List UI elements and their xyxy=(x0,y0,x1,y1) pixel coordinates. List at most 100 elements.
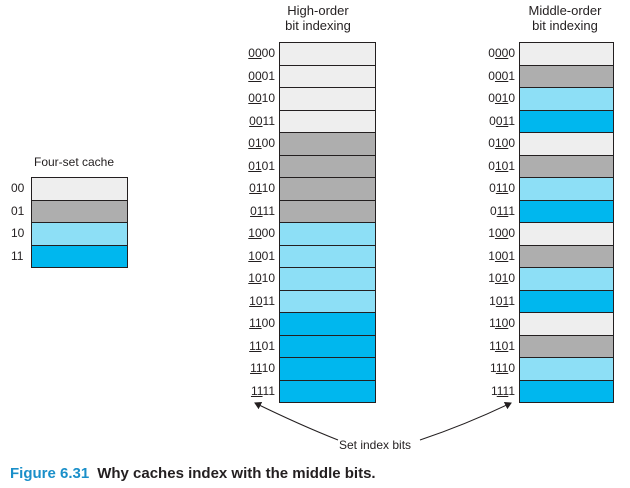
address-bits: 0 xyxy=(488,68,495,83)
cache-set-label: 01 xyxy=(11,203,25,218)
address-bits: 0 xyxy=(490,203,497,218)
high-order-address-label: 1000 xyxy=(248,226,275,240)
high-order-address-label: 0001 xyxy=(248,69,275,83)
address-bits: 0 xyxy=(488,158,495,173)
set-index-bits: 11 xyxy=(496,383,509,398)
set-index-bits: 10 xyxy=(494,136,509,150)
set-index-bits: 00 xyxy=(248,68,262,83)
address-bits: 00 xyxy=(261,136,275,150)
address-bits: 1 xyxy=(508,383,515,398)
set-index-bits: 00 xyxy=(249,113,263,128)
cache-set-label: 00 xyxy=(11,181,25,195)
middle-order-address-label: 0101 xyxy=(488,159,515,173)
address-bits: 0 xyxy=(508,181,515,195)
set-index-bits: 01 xyxy=(495,113,509,128)
high-order-address-label: 0100 xyxy=(248,136,275,150)
high-order-address-label: 0010 xyxy=(248,91,275,105)
set-index-bits: 01 xyxy=(248,136,262,150)
address-bits: 1 xyxy=(490,383,497,398)
address-bits: 1 xyxy=(508,248,515,263)
cache-set-label: 11 xyxy=(11,248,24,263)
set-index-bits: 11 xyxy=(249,338,262,353)
set-index-bits: 01 xyxy=(249,181,262,195)
address-bits: 0 xyxy=(488,46,495,60)
address-bits: 0 xyxy=(508,316,515,330)
address-bits: 0 xyxy=(508,226,515,240)
address-bits: 01 xyxy=(261,158,275,173)
set-index-bits: 01 xyxy=(495,293,509,308)
address-bits: 1 xyxy=(508,293,515,308)
address-bits: 1 xyxy=(508,113,515,128)
middle-order-title-line2: bit indexing xyxy=(532,18,598,33)
address-bits: 00 xyxy=(261,226,275,240)
address-bits: 1 xyxy=(508,203,515,218)
address-bits: 01 xyxy=(261,68,275,83)
high-order-address-label: 1011 xyxy=(249,294,275,308)
address-bits: 1 xyxy=(508,68,515,83)
set-index-bits: 10 xyxy=(494,316,509,330)
middle-order-address-label: 0001 xyxy=(488,69,515,83)
address-bits: 0 xyxy=(488,136,495,150)
figure-number: Figure 6.31 xyxy=(10,465,90,482)
middle-order-address-label: 1100 xyxy=(489,316,515,330)
middle-order-address-label: 0000 xyxy=(488,46,515,60)
address-bits: 11 xyxy=(262,113,275,128)
middle-order-address-label: 0011 xyxy=(489,114,515,128)
middle-order-block xyxy=(519,379,614,403)
set-index-bits: 01 xyxy=(250,203,263,218)
middle-order-address-label: 1000 xyxy=(488,226,515,240)
set-index-bits: 10 xyxy=(494,338,509,353)
middle-order-title-line1: Middle-order xyxy=(528,3,602,18)
address-bits: 1 xyxy=(489,293,496,308)
set-index-bits: 01 xyxy=(494,91,509,105)
address-bits: 1 xyxy=(488,271,495,285)
set-index-bits: 10 xyxy=(494,158,509,173)
figure-caption-text: Why caches index with the middle bits. xyxy=(97,465,376,482)
high-order-address-label: 0011 xyxy=(249,114,275,128)
set-index-bits: 10 xyxy=(248,248,262,263)
four-set-cache-title: Four-set cache xyxy=(34,155,115,169)
address-bits: 0 xyxy=(508,91,515,105)
address-bits: 01 xyxy=(261,248,275,263)
set-index-bits: 00 xyxy=(248,46,262,60)
address-bits: 10 xyxy=(261,91,275,105)
address-bits: 0 xyxy=(488,91,495,105)
middle-order-address-label: 0111 xyxy=(490,204,515,218)
middle-order-address-label: 1111 xyxy=(491,384,515,398)
set-index-bits: 01 xyxy=(494,271,509,285)
address-bits: 0 xyxy=(508,46,515,60)
figure-caption: Figure 6.31 Why caches index with the mid… xyxy=(10,465,376,483)
address-bits: 11 xyxy=(262,203,275,218)
set-index-bits: 01 xyxy=(248,158,262,173)
address-bits: 01 xyxy=(261,338,275,353)
high-order-address-label: 1100 xyxy=(249,316,275,330)
middle-order-address-label: 1011 xyxy=(489,294,515,308)
address-bits: 1 xyxy=(488,248,495,263)
middle-order-address-label: 0010 xyxy=(488,91,515,105)
set-index-bits: 11 xyxy=(495,361,509,375)
set-index-bits: 10 xyxy=(249,293,263,308)
set-index-bits: 00 xyxy=(248,91,262,105)
address-bits: 1 xyxy=(489,316,495,330)
address-bits: 0 xyxy=(508,136,515,150)
cache-set-label: 10 xyxy=(11,226,25,240)
high-order-address-label: 0110 xyxy=(249,181,275,195)
set-index-bits: 11 xyxy=(495,181,509,195)
middle-order-address-label: 1101 xyxy=(489,339,515,353)
high-order-address-label: 1001 xyxy=(248,249,275,263)
set-index-bits: 11 xyxy=(250,383,263,398)
high-order-title-line1: High-order xyxy=(287,3,349,18)
set-index-bits: 11 xyxy=(250,361,262,375)
address-bits: 1 xyxy=(508,158,515,173)
arrow-to-high-order xyxy=(254,402,339,441)
set-index-bits: 10 xyxy=(248,271,262,285)
address-bits: 11 xyxy=(262,383,275,398)
set-index-bits: 11 xyxy=(249,316,262,330)
set-index-bits: 00 xyxy=(494,68,509,83)
high-order-title-line2: bit indexing xyxy=(285,18,351,33)
middle-order-address-label: 0100 xyxy=(488,136,515,150)
address-bits: 00 xyxy=(261,316,275,330)
address-bits: 0 xyxy=(489,113,496,128)
set-index-bits-label: Set index bits xyxy=(339,438,412,452)
high-order-block xyxy=(279,379,376,403)
